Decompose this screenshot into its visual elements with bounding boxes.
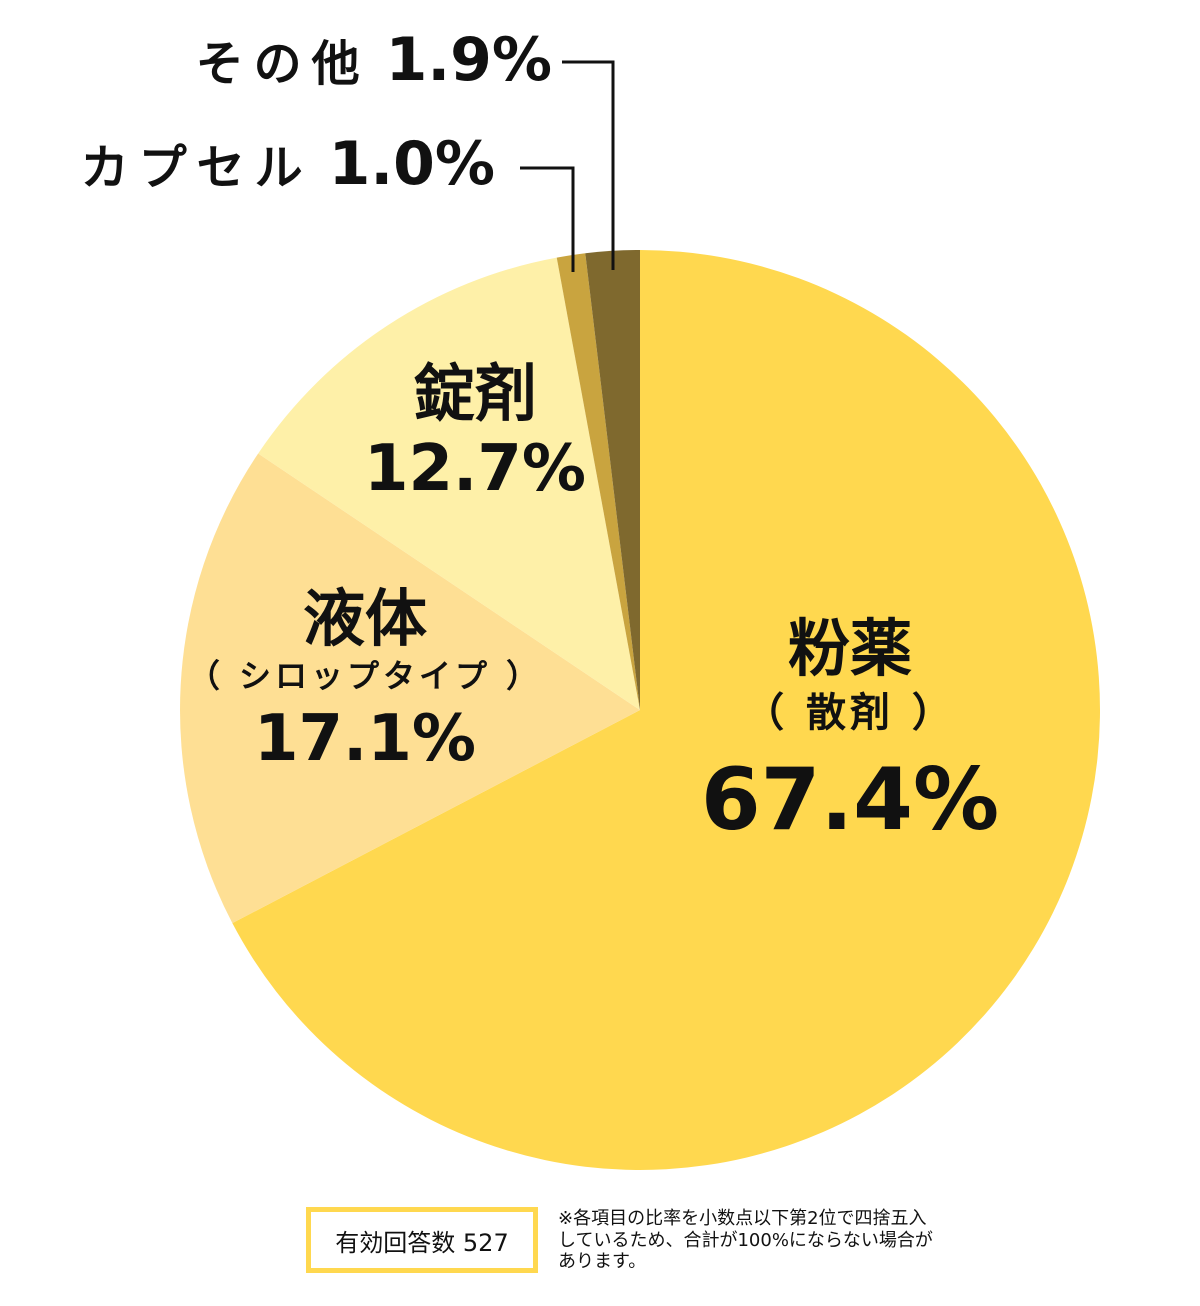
respondents-count-box: 有効回答数 527 xyxy=(306,1207,538,1273)
label-tablet-name: 錠剤 xyxy=(412,357,537,430)
label-tablet: 錠剤 12.7% xyxy=(340,357,610,507)
label-liquid: 液体 （ シロップタイプ ） 17.1% xyxy=(180,582,550,777)
slice-capsule xyxy=(556,253,640,711)
label-other-pct: 1.9% xyxy=(385,25,552,95)
slice-tablet xyxy=(258,257,640,710)
label-capsule-name: カプセル xyxy=(80,140,313,196)
slice-other xyxy=(585,250,640,710)
leader-lines xyxy=(520,60,615,272)
label-tablet-pct: 12.7% xyxy=(363,432,587,507)
label-powder-name: 粉薬 xyxy=(787,612,912,685)
label-liquid-name: 液体 xyxy=(302,582,427,655)
label-capsule-pct: 1.0% xyxy=(328,129,495,199)
label-liquid-sub: （ シロップタイプ ） xyxy=(187,657,543,696)
slice-powder xyxy=(232,250,1100,1170)
slice-liquid xyxy=(179,453,640,924)
label-other-name: その他 xyxy=(195,36,370,92)
label-powder: 粉薬 （ 散剤 ） 67.4% xyxy=(700,612,1000,851)
label-capsule: カプセル 1.0% xyxy=(81,128,495,199)
label-powder-pct: 67.4% xyxy=(700,750,1000,851)
leader-line-other xyxy=(562,60,615,270)
label-liquid-pct: 17.1% xyxy=(253,702,477,777)
respondents-count: 有効回答数 527 xyxy=(335,1228,509,1257)
label-powder-sub: （ 散剤 ） xyxy=(744,690,956,737)
label-other: その他 1.9% xyxy=(196,24,552,95)
leader-line-capsule xyxy=(520,166,575,272)
rounding-note: ※各項目の比率を小数点以下第2位で四捨五入しているため、合計が100%にならない… xyxy=(558,1208,933,1273)
